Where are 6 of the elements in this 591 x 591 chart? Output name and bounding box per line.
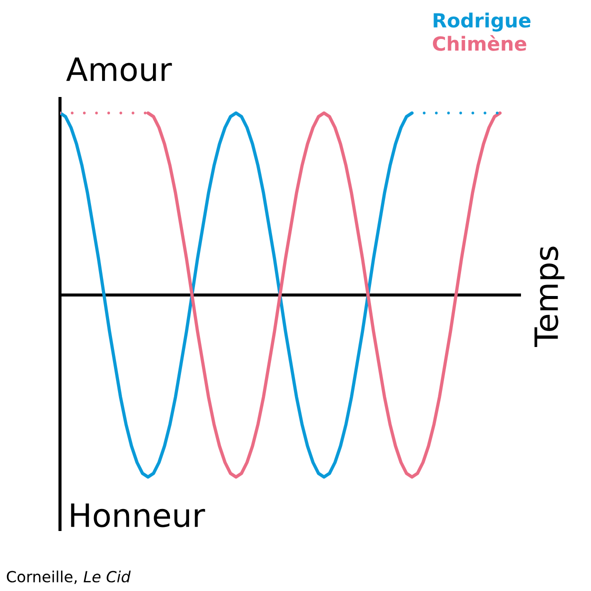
text: Honneur (71, 504, 206, 528)
text: Rodrigue (434, 12, 530, 32)
text: Chimène (432, 35, 526, 51)
text: Corneille, Le Cid (6, 570, 131, 584)
text: Amour (66, 58, 172, 82)
text: Temps (534, 246, 564, 347)
